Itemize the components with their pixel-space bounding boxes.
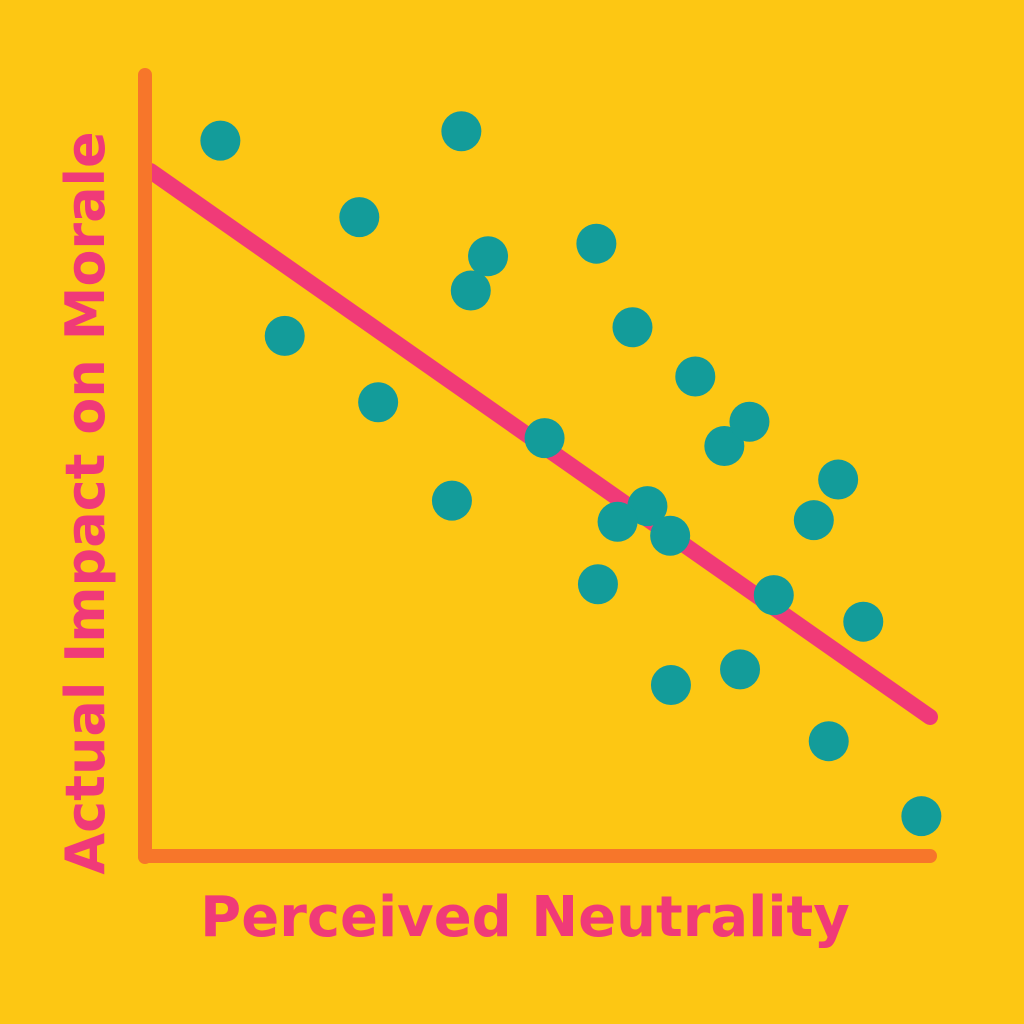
- data-point: [843, 601, 884, 642]
- data-point: [524, 418, 565, 459]
- data-point: [577, 564, 618, 605]
- data-point: [720, 649, 761, 690]
- data-point: [450, 270, 491, 311]
- y-axis-label: Actual Impact on Morale: [54, 131, 117, 874]
- data-point: [650, 515, 691, 556]
- data-point: [200, 120, 241, 161]
- data-point: [468, 236, 509, 277]
- data-point: [901, 796, 942, 837]
- data-point: [431, 480, 472, 521]
- data-point: [612, 307, 653, 348]
- data-point: [576, 223, 617, 264]
- data-point: [650, 664, 691, 705]
- data-point: [729, 401, 770, 442]
- chart-marks: [142, 111, 942, 837]
- data-point: [793, 500, 834, 541]
- x-axis-label: Perceived Neutrality: [200, 885, 850, 950]
- data-point: [753, 575, 794, 616]
- data-point: [704, 425, 745, 466]
- data-point: [597, 501, 638, 542]
- data-point: [675, 356, 716, 397]
- data-point: [441, 111, 482, 152]
- data-point: [627, 486, 668, 527]
- data-point: [808, 721, 849, 762]
- data-point: [339, 197, 380, 238]
- data-point: [358, 382, 399, 423]
- data-point: [264, 315, 305, 356]
- data-point: [818, 459, 859, 500]
